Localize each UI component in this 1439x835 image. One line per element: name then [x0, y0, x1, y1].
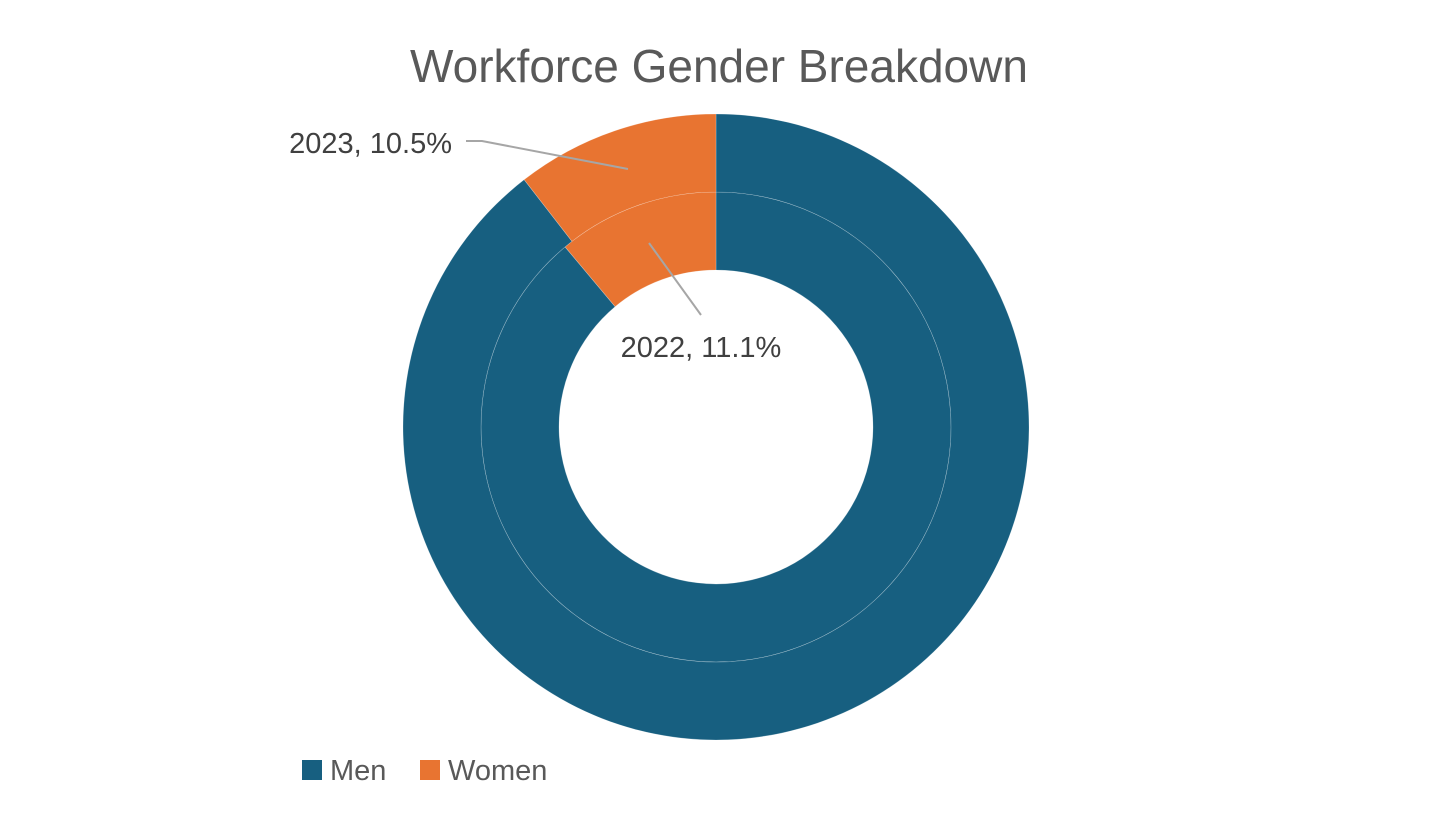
legend-label-men: Men — [330, 755, 386, 787]
leader-line-2022 — [648, 242, 702, 316]
data-label-2022-women: 2022, 11.1% — [621, 332, 782, 364]
legend: Men Women — [302, 755, 547, 787]
slice-2022-men — [480, 191, 952, 663]
slice-2023-women — [523, 113, 717, 242]
leader-lines — [466, 140, 702, 316]
data-label-2023-women: 2023, 10.5% — [289, 128, 452, 160]
legend-label-women: Women — [448, 755, 547, 787]
rings — [402, 113, 1030, 741]
chart-title: Workforce Gender Breakdown — [410, 40, 1028, 92]
slice-2023-men — [402, 113, 1030, 741]
legend-swatch-women — [420, 760, 440, 780]
legend-swatch-men — [302, 760, 322, 780]
leader-line-2023 — [466, 140, 629, 170]
